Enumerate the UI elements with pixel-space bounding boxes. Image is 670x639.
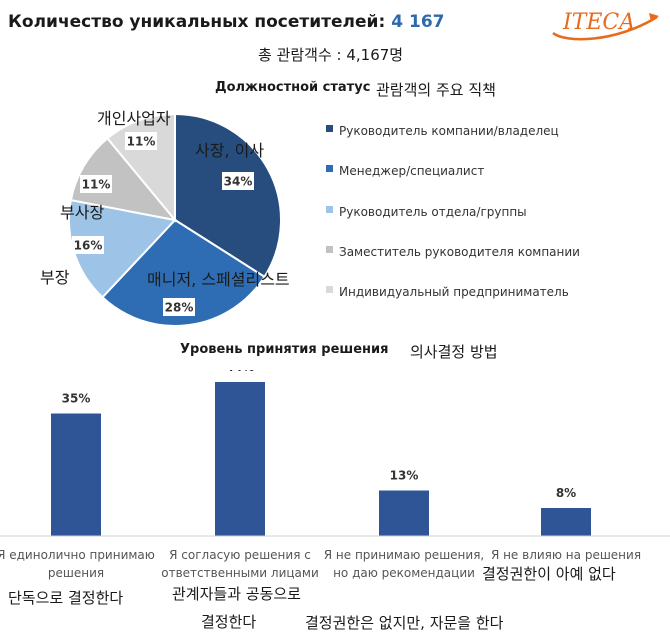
bar-value-label-2: 44% xyxy=(226,370,255,374)
page-subtitle: 총 관람객수 : 4,167명 xyxy=(258,46,404,64)
pie-chart-title: Должностной статус xyxy=(215,80,371,95)
svg-text:34%: 34% xyxy=(224,175,253,189)
pie-ko-label-entrepreneur: 개인사업자 xyxy=(97,109,171,128)
svg-text:16%: 16% xyxy=(74,239,103,253)
bar-1 xyxy=(51,413,101,536)
bar-value-label-3: 13% xyxy=(390,469,419,483)
category-ko-label-2: 결정한다 xyxy=(201,613,257,631)
bar-chart-title: Уровень принятия решения xyxy=(180,342,389,357)
pie-chart-title-ko: 관람객의 주요 직책 xyxy=(376,81,496,99)
legend-label: Руководитель компании/владелец xyxy=(339,124,559,138)
pie-data-label-deputy: 11% xyxy=(80,175,112,193)
legend-label: Руководитель отдела/группы xyxy=(339,205,527,219)
title-text: Количество уникальных посетителей: xyxy=(8,12,386,32)
iteca-logo: ITECA xyxy=(552,10,659,41)
category-label-2: Я согласую решения с ответственными лица… xyxy=(161,548,319,580)
category-ko-label-2: 관계자들과 공동으로 xyxy=(172,585,301,603)
pie-slice-entrepreneur xyxy=(106,112,176,223)
category-ko-label-3: 결정권한은 없지만, 자문을 한다 xyxy=(305,614,504,632)
pie-slice-deputy xyxy=(69,136,178,222)
pie-data-label-owner: 34% xyxy=(222,172,254,190)
bar-2 xyxy=(215,382,265,536)
page-title: Количество уникальных посетителей: 4 167 xyxy=(8,12,444,32)
svg-text:11%: 11% xyxy=(82,178,111,192)
legend-swatch xyxy=(326,206,333,213)
pie-chart: 34% 28% 16% 11% 11% xyxy=(68,112,282,327)
pie-ko-label-deputy: 부사장 xyxy=(60,203,105,222)
category-label-1: Я единолично принимаю решения xyxy=(0,548,155,580)
pie-ko-label-owner: 사장, 이사 xyxy=(195,141,265,160)
category-ko-label-1: 단독으로 결정한다 xyxy=(8,589,124,607)
legend-label: Заместитель руководителя компании xyxy=(339,245,580,259)
bar-value-label-1: 35% xyxy=(62,392,91,406)
pie-data-label-manager: 28% xyxy=(163,298,195,316)
legend-swatch xyxy=(326,286,333,293)
pie-data-label-entrepreneur: 11% xyxy=(125,132,157,150)
legend-swatch xyxy=(326,246,333,253)
visitor-count: 4 167 xyxy=(391,12,445,32)
bar-3 xyxy=(379,490,429,536)
pie-ko-label-head: 부장 xyxy=(40,268,70,287)
svg-text:28%: 28% xyxy=(165,301,194,315)
category-label-3: Я не принимаю решения, но даю рекомендац… xyxy=(323,548,485,580)
bar-chart-title-ko: 의사결정 방법 xyxy=(410,343,498,361)
svg-text:ITECA: ITECA xyxy=(562,10,635,35)
bar-value-label-4: 8% xyxy=(556,486,576,500)
legend-swatch xyxy=(326,125,333,132)
svg-text:11%: 11% xyxy=(127,135,156,149)
category-label-4: Я не влияю на решения xyxy=(490,548,642,562)
legend-label: Индивидуальный предприниматель xyxy=(339,285,569,299)
pie-slice-manager xyxy=(101,218,266,327)
pie-data-label-head: 16% xyxy=(72,236,104,254)
category-ko-label-4: 결정권한이 아예 없다 xyxy=(482,565,616,583)
legend-label: Менеджер/специалист xyxy=(339,164,485,178)
bar-4 xyxy=(541,508,591,536)
bar-chart: 35% 44% 13% 8% xyxy=(0,370,670,537)
legend-swatch xyxy=(326,165,333,172)
pie-ko-label-manager: 매니저, 스페셜리스트 xyxy=(147,270,290,289)
